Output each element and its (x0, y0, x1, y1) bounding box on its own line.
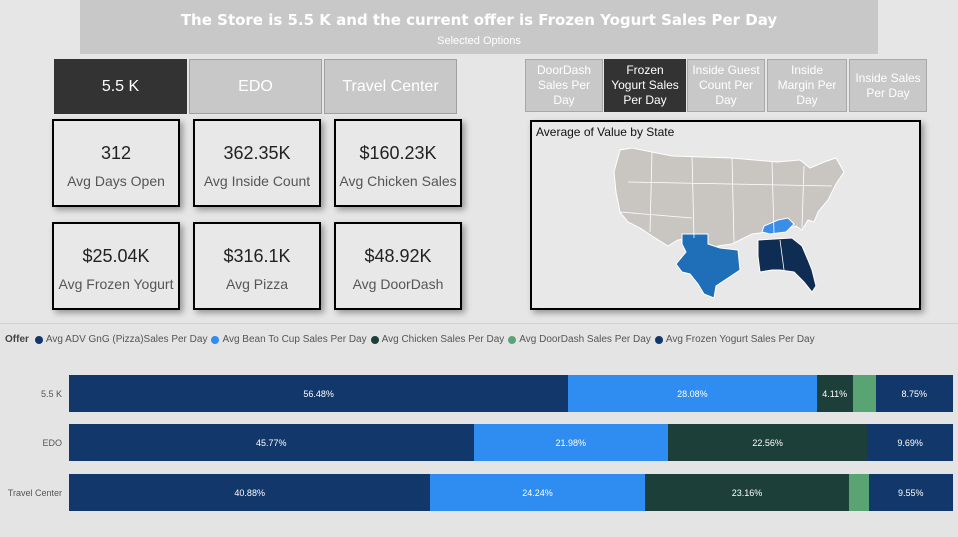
data-label: 22.56% (752, 437, 783, 448)
kpi-value: $48.92K (364, 246, 432, 266)
chart-legend: Offer Avg ADV GnG (Pizza)Sales Per Day A… (5, 334, 819, 345)
kpi-label: Avg Days Open (67, 173, 165, 189)
kpi-card-frozen-yogurt: $25.04K Avg Frozen Yogurt (52, 222, 180, 310)
state-map-visual[interactable]: Average of Value by State (530, 120, 921, 310)
map-state-gridlines (619, 151, 833, 271)
map-state-southeast[interactable] (757, 237, 817, 293)
kpi-card-chicken-sales: $160.23K Avg Chicken Sales (334, 119, 462, 207)
data-label: 24.24% (522, 487, 553, 498)
data-label: 45.77% (256, 437, 287, 448)
legend-item-doordash[interactable]: Avg DoorDash Sales Per Day (508, 334, 651, 345)
data-label: 23.16% (731, 487, 763, 498)
us-map[interactable] (532, 122, 919, 308)
kpi-label: Avg Inside Count (203, 173, 311, 189)
kpi-label: Avg DoorDash (352, 276, 444, 292)
bar-segment-s1-r0[interactable]: 28.08% (568, 375, 817, 412)
map-state-texas[interactable] (675, 233, 741, 299)
data-label: 28.08% (677, 388, 708, 399)
page-title: The Store is 5.5 K and the current offer… (180, 11, 778, 29)
kpi-value: $316.1K (223, 246, 291, 266)
kpi-card-days-open: 312 Avg Days Open (52, 119, 180, 207)
bar-segment-s4-r0[interactable]: 8.75% (875, 375, 953, 412)
legend-label: Avg Frozen Yogurt Sales Per Day (665, 334, 815, 345)
bar-segment-s1-r2[interactable]: 24.24% (430, 474, 645, 511)
kpi-value: 362.35K (223, 143, 291, 163)
legend-label: Avg DoorDash Sales Per Day (519, 334, 651, 345)
legend-item-frozen-yogurt[interactable]: Avg Frozen Yogurt Sales Per Day (654, 334, 815, 345)
legend-label: Avg Bean To Cup Sales Per Day (222, 334, 367, 345)
bar-segment-s4-r2[interactable]: 9.55% (868, 474, 953, 511)
bar-segment-s3-r0[interactable] (852, 375, 876, 412)
kpi-value: $25.04K (82, 246, 150, 266)
map-state-base[interactable] (613, 147, 845, 251)
map-title: Average of Value by State (536, 125, 675, 139)
legend-item-bean-to-cup[interactable]: Avg Bean To Cup Sales Per Day (211, 334, 367, 345)
kpi-label: Avg Chicken Sales (339, 173, 457, 189)
bar-segment-s1-r1[interactable]: 21.98% (473, 424, 668, 461)
offer-button-inside-sales[interactable]: Inside Sales Per Day (849, 59, 927, 112)
legend-dot (34, 335, 43, 344)
category-label: Travel Center (7, 488, 62, 498)
bar-segment-s0-r2[interactable]: 40.88% (69, 474, 431, 511)
offer-button-inside-margin[interactable]: Inside Margin Per Day (767, 59, 847, 112)
data-label: 9.69% (897, 437, 923, 448)
bar-segment-s3-r2[interactable] (849, 474, 869, 511)
map-state-kentucky[interactable] (761, 217, 795, 235)
stacked-bar-chart: Offer Avg ADV GnG (Pizza)Sales Per Day A… (0, 323, 958, 537)
category-label: EDO (42, 438, 62, 448)
page-subtitle: Selected Options (437, 35, 521, 47)
data-label: 9.55% (898, 487, 924, 498)
kpi-value: $160.23K (359, 143, 437, 163)
legend-label: Avg ADV GnG (Pizza)Sales Per Day (45, 334, 208, 345)
bar-segment-s2-r1[interactable]: 22.56% (667, 424, 868, 461)
legend-dot (654, 335, 663, 344)
bar-row-edo: 45.77% 21.98% 22.56% 9.69% (69, 424, 953, 461)
kpi-label: Avg Frozen Yogurt (58, 276, 174, 292)
bar-segment-s2-r0[interactable]: 4.11% (816, 375, 853, 412)
data-label: 4.11% (822, 388, 848, 399)
category-label: 5.5 K (40, 389, 62, 399)
offer-button-doordash[interactable]: DoorDash Sales Per Day (525, 59, 603, 112)
kpi-card-pizza: $316.1K Avg Pizza (193, 222, 321, 310)
offer-button-frozen-yogurt[interactable]: Frozen Yogurt Sales Per Day (604, 59, 686, 112)
store-button-travel-center[interactable]: Travel Center (324, 59, 457, 114)
legend-item-chicken[interactable]: Avg Chicken Sales Per Day (370, 334, 505, 345)
bar-segment-s4-r1[interactable]: 9.69% (867, 424, 953, 461)
bar-row-travel-center: 40.88% 24.24% 23.16% 9.55% (69, 474, 953, 511)
kpi-label: Avg Pizza (226, 276, 288, 292)
data-label: 40.88% (234, 487, 265, 498)
legend-item-pizza[interactable]: Avg ADV GnG (Pizza)Sales Per Day (34, 334, 208, 345)
data-label: 8.75% (901, 388, 928, 399)
kpi-value: 312 (100, 143, 132, 163)
kpi-card-doordash: $48.92K Avg DoorDash (334, 222, 462, 310)
store-button-edo[interactable]: EDO (189, 59, 322, 114)
bar-segment-s2-r2[interactable]: 23.16% (644, 474, 850, 511)
bar-row-5-5k: 56.48% 28.08% 4.11% 8.75% (69, 375, 953, 412)
data-label: 21.98% (555, 437, 586, 448)
data-label: 56.48% (303, 388, 334, 399)
legend-label: Avg Chicken Sales Per Day (381, 334, 505, 345)
legend-dot (508, 335, 517, 344)
header-banner: The Store is 5.5 K and the current offer… (80, 0, 878, 54)
legend-dot (211, 335, 220, 344)
legend-title: Offer (5, 334, 29, 345)
store-button-5-5k[interactable]: 5.5 K (54, 59, 187, 114)
bar-segment-s0-r1[interactable]: 45.77% (69, 424, 474, 461)
offer-button-inside-guest-count[interactable]: Inside Guest Count Per Day (687, 59, 765, 112)
kpi-card-inside-count: 362.35K Avg Inside Count (193, 119, 321, 207)
bar-segment-s0-r0[interactable]: 56.48% (69, 375, 569, 412)
legend-dot (370, 335, 379, 344)
